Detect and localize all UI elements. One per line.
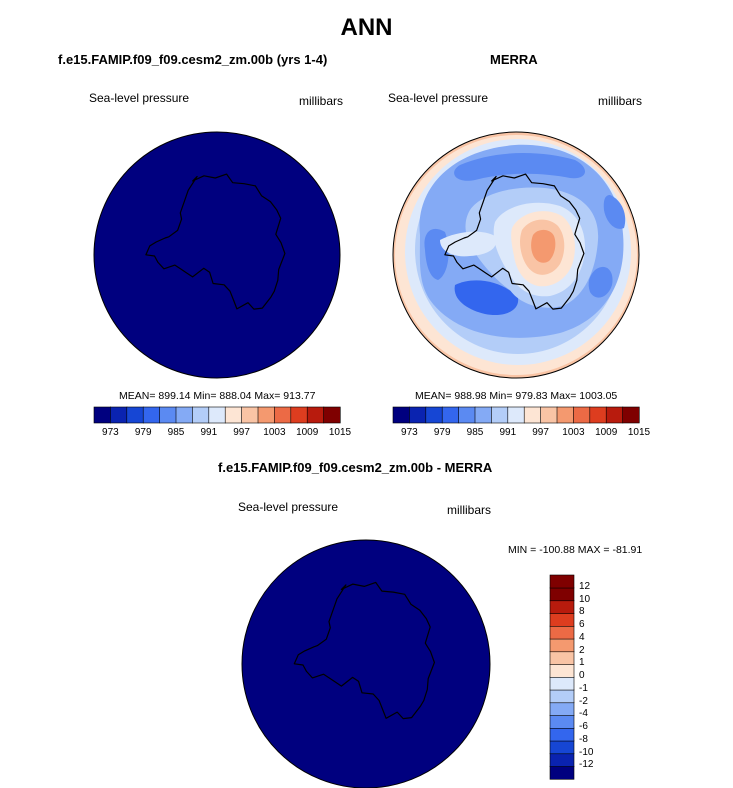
panel2-contour-field: [393, 132, 639, 378]
colorbar-swatch: [549, 574, 575, 589]
colorbar-swatch: [549, 612, 575, 627]
panel1-variable-label: Sea-level pressure: [89, 91, 190, 105]
colorbar-tick-label: -4: [579, 708, 588, 720]
colorbar-tick-label: 979: [134, 427, 152, 438]
colorbar-tick-label: 985: [167, 427, 185, 438]
colorbar-swatch: [549, 651, 575, 665]
panel3-title: f.e15.FAMIP.f09_f09.cesm2_zm.00b - MERRA: [218, 460, 493, 475]
colorbar-tick-label: 973: [401, 427, 418, 438]
colorbar-swatch: [549, 714, 575, 729]
colorbar-swatch: [549, 638, 575, 653]
panel1-units-label: millibars: [299, 94, 344, 108]
panel2-colorbar: [392, 406, 640, 424]
colorbar-tick-label: 8: [579, 606, 585, 618]
panel2-map-border: [392, 131, 640, 379]
colorbar-tick-label: 991: [499, 427, 517, 438]
colorbar-swatch: [549, 702, 575, 716]
colorbar-tick-label: 2: [579, 644, 585, 656]
colorbar-swatch: [549, 663, 575, 678]
panel1-title: f.e15.FAMIP.f09_f09.cesm2_zm.00b (yrs 1-…: [58, 52, 328, 67]
panel2-variable-label: Sea-level pressure: [388, 91, 489, 105]
colorbar-swatch: [549, 689, 575, 704]
colorbar-tick-label: 12: [579, 580, 591, 592]
colorbar-swatch: [549, 753, 575, 767]
colorbar-tick-label: 1003: [263, 427, 286, 438]
colorbar-swatch: [549, 740, 575, 755]
colorbar-tick-label: -8: [579, 733, 588, 745]
colorbar-tick-label: 985: [466, 427, 484, 438]
colorbar-tick-label: 4: [579, 631, 585, 643]
figure-title: ANN: [340, 14, 393, 41]
colorbar-tick-label: -6: [579, 721, 588, 732]
colorbar-tick-label: 6: [579, 619, 585, 630]
panel2-title: MERRA: [490, 52, 538, 67]
colorbar-swatch: [549, 625, 575, 640]
panel1-map-disk: [93, 131, 341, 379]
colorbar-tick-label: 979: [433, 427, 451, 438]
colorbar-swatch: [549, 676, 575, 691]
colorbar-tick-label: -12: [579, 759, 594, 771]
colorbar-tick-label: 0: [579, 670, 585, 681]
panel2-stats: MEAN= 988.98 Min= 979.83 Max= 1003.05: [415, 390, 618, 402]
colorbar-swatch: [323, 406, 341, 424]
colorbar-tick-label: 1009: [296, 427, 319, 438]
colorbar-swatch: [549, 587, 575, 602]
colorbar-tick-label: 1015: [627, 427, 651, 438]
colorbar-tick-label: 991: [200, 427, 218, 438]
colorbar-tick-label: -2: [579, 695, 588, 707]
colorbar-tick-label: 997: [532, 427, 549, 438]
colorbar-tick-label: 1003: [562, 427, 585, 438]
colorbar-tick-label: 997: [233, 427, 250, 438]
colorbar-swatch: [549, 727, 575, 742]
colorbar-tick-label: 1009: [595, 427, 618, 438]
panel1-stats: MEAN= 899.14 Min= 888.04 Max= 913.77: [119, 390, 316, 402]
colorbar-tick-label: 10: [579, 593, 591, 605]
colorbar-tick-label: 1015: [328, 427, 352, 438]
colorbar-swatch: [549, 765, 575, 780]
panel2-units-label: millibars: [598, 94, 643, 108]
panel2-antarctica-coastline: [444, 173, 585, 310]
colorbar-tick-label: 1: [579, 657, 585, 669]
colorbar-tick-label: 973: [102, 427, 119, 438]
colorbar-tick-label: -10: [579, 746, 594, 758]
panel1-colorbar: [93, 406, 341, 424]
panel3-map-disk: [241, 539, 491, 788]
colorbar-swatch: [622, 406, 640, 424]
panel3-stats: MIN = -100.88 MAX = -81.91: [508, 544, 643, 556]
panel3-colorbar: [549, 574, 575, 780]
panel1-antarctica-coastline: [145, 173, 286, 310]
panel3-variable-label: Sea-level pressure: [238, 500, 339, 514]
colorbar-tick-label: -1: [579, 682, 588, 694]
panel3-antarctica-coastline: [293, 581, 435, 720]
panel3-units-label: millibars: [447, 503, 492, 517]
colorbar-swatch: [549, 600, 575, 614]
